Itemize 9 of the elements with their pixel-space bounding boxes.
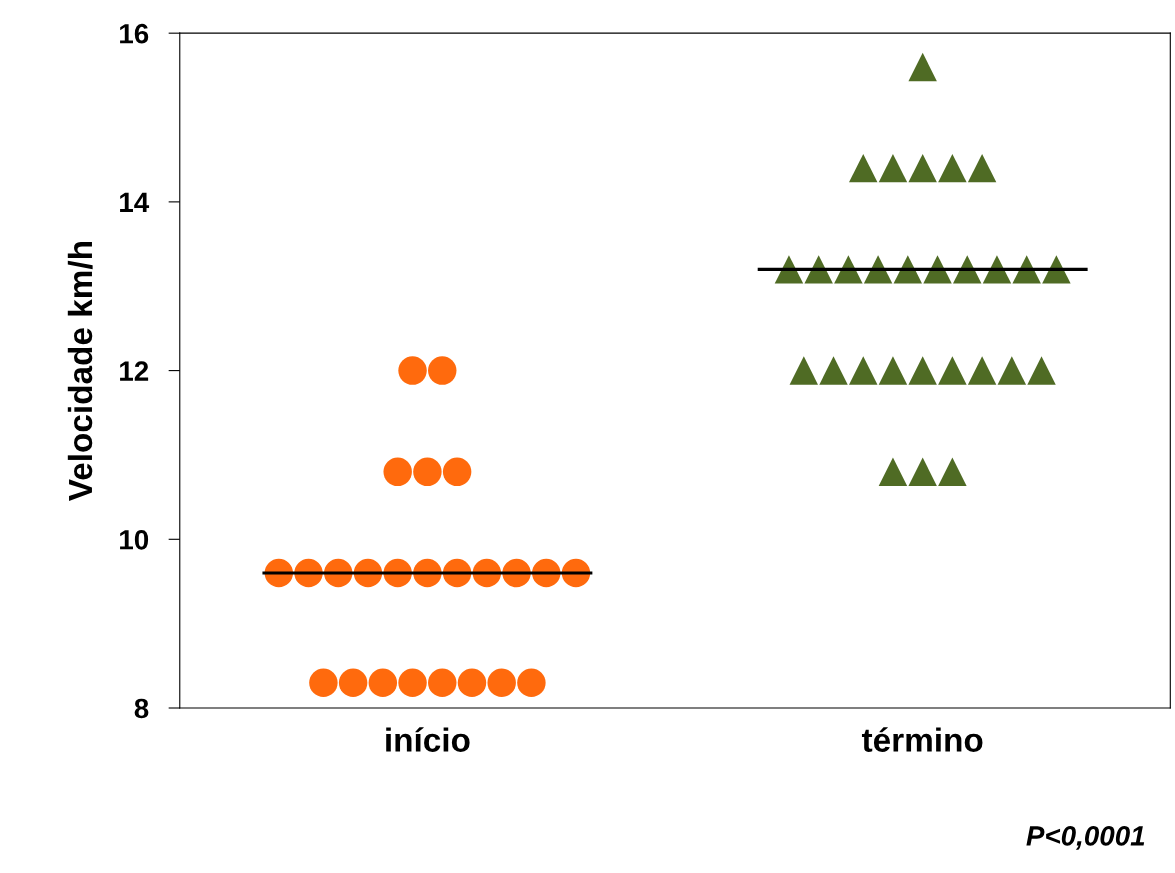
y-tick-label: 14 — [120, 192, 150, 212]
text: P<0,0001 — [1026, 826, 1145, 850]
y-tick-label: 10 — [120, 529, 149, 550]
y-tick-label: 16 — [120, 23, 149, 44]
x-tick-label: início — [386, 727, 470, 752]
y-tick-label: 8 — [134, 698, 149, 719]
x-tick-label: término — [861, 727, 983, 752]
y-axis-title: Velocidade km/h — [67, 242, 93, 501]
y-tick-label: 12 — [120, 361, 149, 381]
